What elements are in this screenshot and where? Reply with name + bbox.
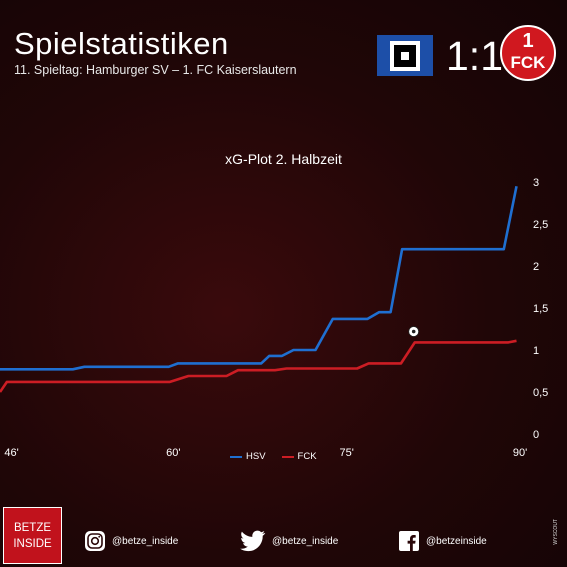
x-tick-label: 90' bbox=[513, 447, 527, 459]
y-tick-label: 1,5 bbox=[533, 303, 548, 315]
facebook-handle: @betzeinside bbox=[426, 535, 487, 547]
brand-line-1: BETZE bbox=[13, 521, 52, 534]
y-tick-label: 2,5 bbox=[533, 219, 548, 231]
legend-item-fck: FCK bbox=[281, 451, 317, 462]
chart-legend: HSV FCK bbox=[230, 451, 317, 462]
chart-title: xG-Plot 2. Halbzeit bbox=[225, 151, 342, 167]
instagram-icon bbox=[85, 531, 105, 551]
y-tick-label: 0,5 bbox=[533, 387, 548, 399]
y-tick-label: 3 bbox=[533, 177, 539, 189]
twitter-link[interactable]: @betze_inside bbox=[240, 530, 338, 552]
brand-line-2: INSIDE bbox=[13, 537, 52, 550]
football-icon-center bbox=[411, 329, 416, 334]
x-tick-label: 46' bbox=[4, 447, 18, 459]
footer: BETZE INSIDE @betze_inside @betze_inside… bbox=[0, 505, 567, 567]
x-tick-label: 75' bbox=[339, 447, 353, 459]
legend-swatch-hsv bbox=[230, 455, 242, 458]
instagram-link[interactable]: @betze_inside bbox=[84, 530, 178, 552]
twitter-icon bbox=[240, 530, 266, 552]
fck-crest-text: FCK bbox=[511, 53, 547, 72]
series-line-fck bbox=[0, 339, 517, 393]
data-source-credit: WYSCOUT bbox=[553, 519, 559, 545]
twitter-handle: @betze_inside bbox=[272, 535, 339, 547]
series-line-hsv bbox=[0, 185, 518, 371]
hsv-crest-icon bbox=[377, 35, 433, 76]
facebook-link[interactable]: @betzeinside bbox=[398, 530, 487, 552]
y-tick-label: 0 bbox=[533, 429, 539, 441]
fck-crest-icon: 1 FCK bbox=[500, 25, 556, 81]
legend-label-fck: FCK bbox=[297, 451, 317, 462]
legend-item-hsv: HSV bbox=[230, 451, 266, 462]
match-subtitle: 11. Spieltag: Hamburger SV – 1. FC Kaise… bbox=[14, 63, 297, 77]
page-title: Spielstatistiken bbox=[14, 26, 229, 61]
facebook-icon bbox=[399, 531, 419, 551]
fck-crest-number: 1 bbox=[522, 30, 533, 52]
match-score: 1:1 bbox=[446, 33, 503, 79]
betze-inside-logo[interactable]: BETZE INSIDE bbox=[3, 507, 62, 564]
x-tick-label: 60' bbox=[166, 447, 180, 459]
y-tick-label: 2 bbox=[533, 261, 539, 273]
instagram-handle: @betze_inside bbox=[112, 535, 179, 547]
legend-label-hsv: HSV bbox=[246, 451, 266, 462]
xg-chart: 0 0,5 1 1,5 2 2,5 3 46' 60' 75' 90' bbox=[0, 177, 548, 459]
legend-swatch-fck bbox=[281, 455, 294, 458]
y-tick-label: 1 bbox=[533, 345, 539, 357]
